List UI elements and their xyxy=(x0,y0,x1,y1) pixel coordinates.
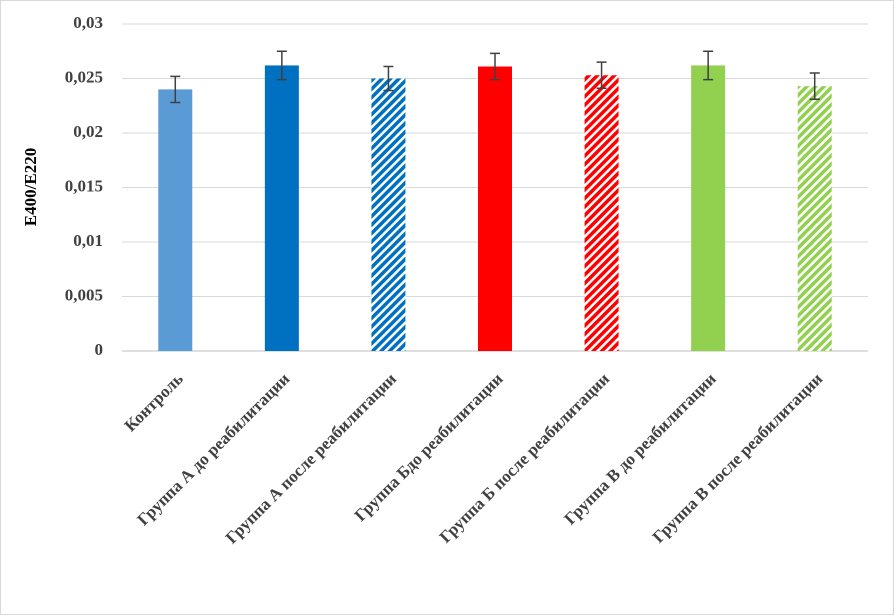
error-bar xyxy=(809,72,820,100)
error-bar xyxy=(383,65,394,92)
bar xyxy=(691,65,726,352)
y-tick-label: 0,005 xyxy=(65,285,103,304)
error-bar xyxy=(276,50,287,81)
y-tick-label: 0,015 xyxy=(65,176,103,195)
bar xyxy=(264,65,299,352)
y-axis-label: E400/E220 xyxy=(21,148,40,226)
error-bar xyxy=(703,50,714,81)
y-tick-label: 0,02 xyxy=(73,122,103,141)
bar xyxy=(797,86,832,351)
y-tick-label: 0,03 xyxy=(73,13,103,32)
error-bar xyxy=(490,52,500,81)
y-tick-label: 0,01 xyxy=(73,231,103,250)
y-tick-label: 0,025 xyxy=(65,67,103,86)
error-bar xyxy=(170,75,181,104)
y-tick-label: 0 xyxy=(95,340,104,359)
bar xyxy=(584,75,619,351)
bar xyxy=(158,89,193,352)
bar xyxy=(371,78,406,351)
error-bar xyxy=(596,61,607,90)
bar xyxy=(478,66,512,351)
